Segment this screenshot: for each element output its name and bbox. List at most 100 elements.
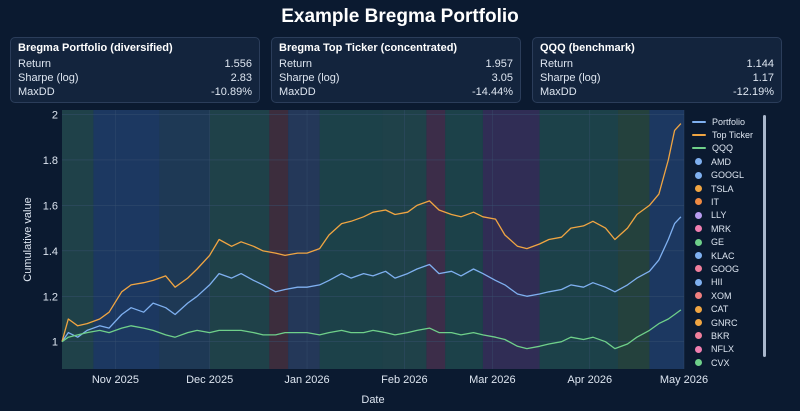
legend-item-klac[interactable]: KLAC: [692, 249, 735, 262]
metric-value: 3.05: [491, 72, 513, 84]
legend-item-cvx[interactable]: CVX: [692, 356, 730, 369]
series-line-portfolio: [61, 216, 682, 343]
metric-label: Sharpe (log): [540, 72, 601, 84]
line-chart[interactable]: 1 1.2 1.4 1.6 1.8 2 Nov 2025 Dec 2025 Jan 2026 Fe…: [0, 105, 800, 406]
metric-row: MaxDD -10.89%: [18, 85, 252, 99]
legend-item-amd[interactable]: AMD: [692, 155, 731, 168]
regime-band: [288, 110, 320, 369]
metric-row: Return 1.144: [540, 57, 774, 71]
legend-label: GE: [711, 237, 725, 248]
legend-item-tsla[interactable]: TSLA: [692, 182, 734, 195]
legend-item-it[interactable]: IT: [692, 195, 719, 208]
metric-label: MaxDD: [279, 86, 316, 98]
x-axis-title: Date: [361, 394, 384, 406]
legend-item-nflx[interactable]: NFLX: [692, 343, 734, 356]
legend-item-portfolio[interactable]: Portfolio: [692, 115, 745, 128]
legend-label: GNRC: [711, 317, 738, 328]
regime-band: [482, 110, 540, 369]
regime-band: [269, 110, 289, 369]
x-tick-label: Feb 2026: [381, 374, 427, 386]
x-tick-label: Mar 2026: [469, 374, 515, 386]
regime-band: [319, 110, 383, 369]
legend-item-top-ticker[interactable]: Top Ticker: [692, 128, 753, 141]
legend[interactable]: Portfolio Top Ticker QQQ AMD GOOGL TSLA IT LLY M…: [692, 115, 772, 368]
legend-label: MRK: [711, 223, 731, 234]
metric-row: Sharpe (log) 3.05: [279, 71, 513, 85]
regime-band: [539, 110, 619, 369]
legend-label: Portfolio: [712, 116, 746, 127]
card-benchmark: QQQ (benchmark) Return 1.144 Sharpe (log)…: [532, 37, 782, 103]
x-tick-label: Nov 2025: [92, 374, 139, 386]
metric-label: MaxDD: [540, 86, 577, 98]
legend-label: AMD: [711, 156, 731, 167]
metric-value: -12.19%: [733, 86, 774, 98]
legend-dot-swatch: [695, 211, 702, 219]
legend-item-hii[interactable]: HII: [692, 276, 723, 289]
legend-line-swatch: [692, 120, 706, 123]
card-title: Bregma Portfolio (diversified): [18, 42, 173, 54]
legend-dot-swatch: [695, 305, 702, 313]
legend-item-ge[interactable]: GE: [692, 236, 724, 249]
regime-band: [649, 110, 684, 369]
legend-label: CAT: [711, 304, 729, 315]
legend-dot-swatch: [695, 332, 702, 340]
legend-dot-swatch: [695, 319, 702, 326]
metric-row: Sharpe (log) 1.17: [540, 71, 774, 85]
metric-value: 1.556: [224, 58, 252, 70]
legend-item-googl[interactable]: GOOGL: [692, 169, 744, 182]
regime-band: [426, 110, 446, 369]
card-title: QQQ (benchmark): [540, 42, 635, 54]
metric-row: Sharpe (log) 2.83: [18, 71, 252, 85]
x-tick-label: Dec 2025: [186, 374, 233, 386]
legend-item-mrk[interactable]: MRK: [692, 222, 731, 235]
y-tick-label: 1.6: [43, 200, 58, 212]
legend-dot-swatch: [695, 225, 702, 233]
legend-line-swatch: [692, 147, 706, 150]
legend-scrollbar[interactable]: [763, 115, 766, 357]
legend-item-xom[interactable]: XOM: [692, 289, 732, 302]
card-title: Bregma Top Ticker (concentrated): [279, 42, 458, 54]
legend-dot-swatch: [695, 345, 702, 353]
legend-dot-swatch: [695, 185, 702, 192]
metric-label: Return: [279, 58, 313, 70]
metric-row: MaxDD -12.19%: [540, 85, 774, 99]
metric-value: 2.83: [230, 72, 252, 84]
legend-label: GOOGL: [711, 170, 745, 181]
chart-title: Example Bregma Portfolio: [281, 6, 519, 27]
regime-band: [93, 110, 160, 369]
y-tick-label: 1.2: [43, 291, 58, 303]
legend-item-qqq[interactable]: QQQ: [692, 142, 733, 155]
legend-item-cat[interactable]: CAT: [692, 303, 728, 316]
metric-value: 1.144: [746, 58, 774, 70]
metric-label: MaxDD: [18, 86, 55, 98]
legend-dot-swatch: [695, 292, 702, 300]
legend-label: XOM: [711, 290, 732, 301]
y-tick-label: 1: [52, 337, 58, 349]
metric-value: 1.17: [752, 72, 774, 84]
series-line-qqq: [61, 309, 682, 350]
legend-line-swatch: [692, 133, 706, 136]
card-portfolio: Bregma Portfolio (diversified) Return 1.5…: [10, 37, 260, 103]
metric-label: Return: [18, 58, 52, 70]
legend-label: GOOG: [711, 263, 740, 274]
plot-area[interactable]: 1 1.2 1.4 1.6 1.8 2 Nov 2025 Dec 2025 Jan 2026 Fe…: [0, 105, 800, 406]
metric-row: Return 1.957: [279, 57, 513, 71]
legend-label: KLAC: [711, 250, 735, 261]
legend-dot-swatch: [695, 252, 702, 259]
legend-label: Top Ticker: [712, 129, 754, 140]
series-line-top-ticker: [61, 123, 682, 342]
x-tick-label: May 2026: [660, 374, 708, 386]
metric-value: 1.957: [485, 58, 513, 70]
legend-item-lly[interactable]: LLY: [692, 209, 726, 222]
legend-dot-swatch: [695, 171, 702, 179]
legend-label: TSLA: [711, 183, 734, 194]
legend-dot-swatch: [695, 238, 702, 246]
y-tick-label: 2: [52, 110, 58, 122]
legend-item-gnrc[interactable]: GNRC: [692, 316, 738, 329]
legend-label: IT: [711, 196, 719, 207]
legend-item-goog[interactable]: GOOG: [692, 262, 739, 275]
legend-label: CVX: [711, 357, 730, 368]
metric-label: Sharpe (log): [18, 72, 79, 84]
card-top-ticker: Bregma Top Ticker (concentrated) Return 1…: [271, 37, 521, 103]
legend-item-bkr[interactable]: BKR: [692, 329, 730, 342]
